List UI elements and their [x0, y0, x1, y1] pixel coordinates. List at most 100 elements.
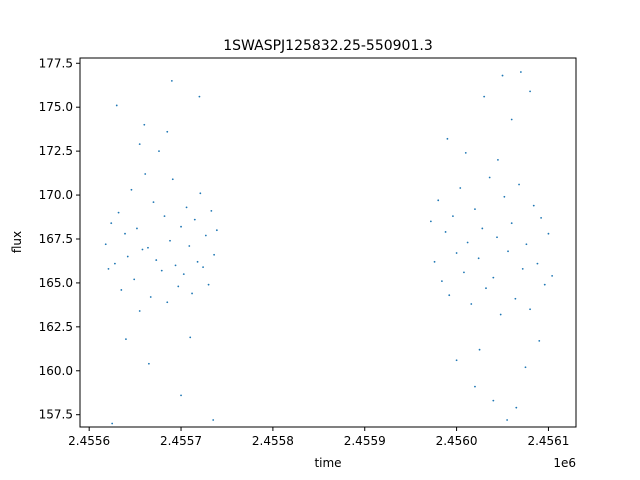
data-point: [111, 422, 114, 425]
data-point: [510, 222, 513, 225]
data-point: [499, 313, 502, 316]
data-point: [213, 253, 216, 256]
y-axis-label: flux: [10, 231, 24, 253]
data-point: [212, 419, 215, 421]
data-point: [433, 260, 436, 263]
x-tick-label: 2.4560: [436, 434, 478, 448]
data-point: [452, 215, 454, 218]
y-tick-label: 175.0: [39, 100, 73, 114]
data-point: [147, 362, 150, 365]
x-tick-label: 2.4559: [344, 434, 386, 448]
data-point: [158, 150, 160, 153]
data-point: [448, 294, 451, 297]
data-point: [163, 215, 166, 218]
data-point: [538, 340, 541, 342]
data-point: [501, 74, 504, 77]
data-point: [115, 104, 118, 107]
data-point: [514, 297, 517, 300]
data-point: [117, 211, 120, 214]
data-point: [547, 232, 550, 235]
data-point: [455, 252, 458, 254]
data-point: [191, 292, 193, 295]
x-tick-label: 2.4556: [68, 434, 110, 448]
data-point: [210, 209, 213, 212]
data-point: [104, 243, 107, 246]
data-point: [474, 385, 476, 388]
data-point: [543, 283, 546, 286]
x-axis-ticks: 2.4556 2.4557 2.4558 2.4559 2.4560 2.4561: [68, 427, 569, 448]
data-point: [204, 234, 207, 237]
data-point: [540, 217, 542, 219]
data-point: [207, 283, 210, 286]
data-point: [470, 303, 473, 305]
data-points: [104, 71, 554, 425]
data-point: [496, 236, 498, 239]
data-point: [483, 95, 486, 98]
data-point: [215, 229, 218, 232]
data-point: [143, 123, 146, 126]
y-tick-label: 162.5: [39, 320, 73, 334]
data-point: [525, 243, 528, 246]
data-point: [177, 285, 180, 288]
plot-area: [80, 58, 576, 427]
x-tick-label: 2.4558: [252, 434, 294, 448]
data-point: [166, 301, 169, 304]
data-point: [437, 199, 440, 202]
data-point: [136, 227, 138, 230]
data-point: [492, 399, 495, 402]
data-point: [170, 79, 173, 82]
data-point: [464, 151, 467, 154]
data-point: [196, 260, 199, 263]
data-point: [518, 183, 520, 186]
data-point: [182, 273, 185, 276]
data-point: [180, 225, 182, 228]
y-tick-label: 157.5: [39, 408, 73, 422]
data-point: [125, 338, 127, 341]
data-point: [474, 208, 476, 211]
data-point: [160, 269, 163, 272]
data-point: [463, 271, 465, 274]
data-point: [171, 178, 174, 181]
plot-frame: [79, 57, 577, 428]
data-point: [441, 280, 443, 283]
y-tick-label: 172.5: [39, 144, 73, 158]
data-point: [180, 394, 182, 397]
y-tick-label: 165.0: [39, 276, 73, 290]
x-axis-label: time: [314, 456, 341, 470]
data-point: [138, 143, 141, 146]
data-point: [198, 95, 201, 98]
data-point: [185, 206, 188, 209]
data-point: [529, 308, 531, 311]
data-point: [138, 310, 141, 312]
data-point: [455, 359, 458, 362]
data-point: [202, 266, 204, 268]
data-point: [193, 218, 196, 221]
y-tick-label: 167.5: [39, 232, 73, 246]
data-point: [147, 246, 149, 249]
data-point: [166, 130, 169, 133]
y-tick-label: 170.0: [39, 188, 73, 202]
data-point: [492, 276, 495, 279]
data-point: [152, 201, 155, 203]
data-point: [497, 159, 499, 161]
data-point: [459, 187, 462, 189]
data-point: [110, 222, 113, 225]
data-point: [551, 274, 554, 277]
y-axis-ticks: 157.5 160.0 162.5 165.0 167.5 170.0 172.5 175.0…: [39, 56, 80, 422]
data-point: [446, 137, 449, 140]
data-point: [519, 71, 522, 73]
data-point: [536, 262, 539, 265]
data-point: [524, 366, 527, 369]
data-point: [481, 227, 484, 230]
data-point: [141, 248, 144, 251]
data-point: [199, 192, 202, 195]
data-point: [189, 336, 192, 339]
data-point: [188, 245, 191, 247]
data-point: [510, 118, 513, 121]
data-point: [477, 257, 480, 260]
x-axis-offset-label: 1e6: [553, 456, 576, 470]
data-point: [124, 232, 126, 235]
data-point: [429, 220, 432, 223]
data-point: [130, 188, 133, 191]
